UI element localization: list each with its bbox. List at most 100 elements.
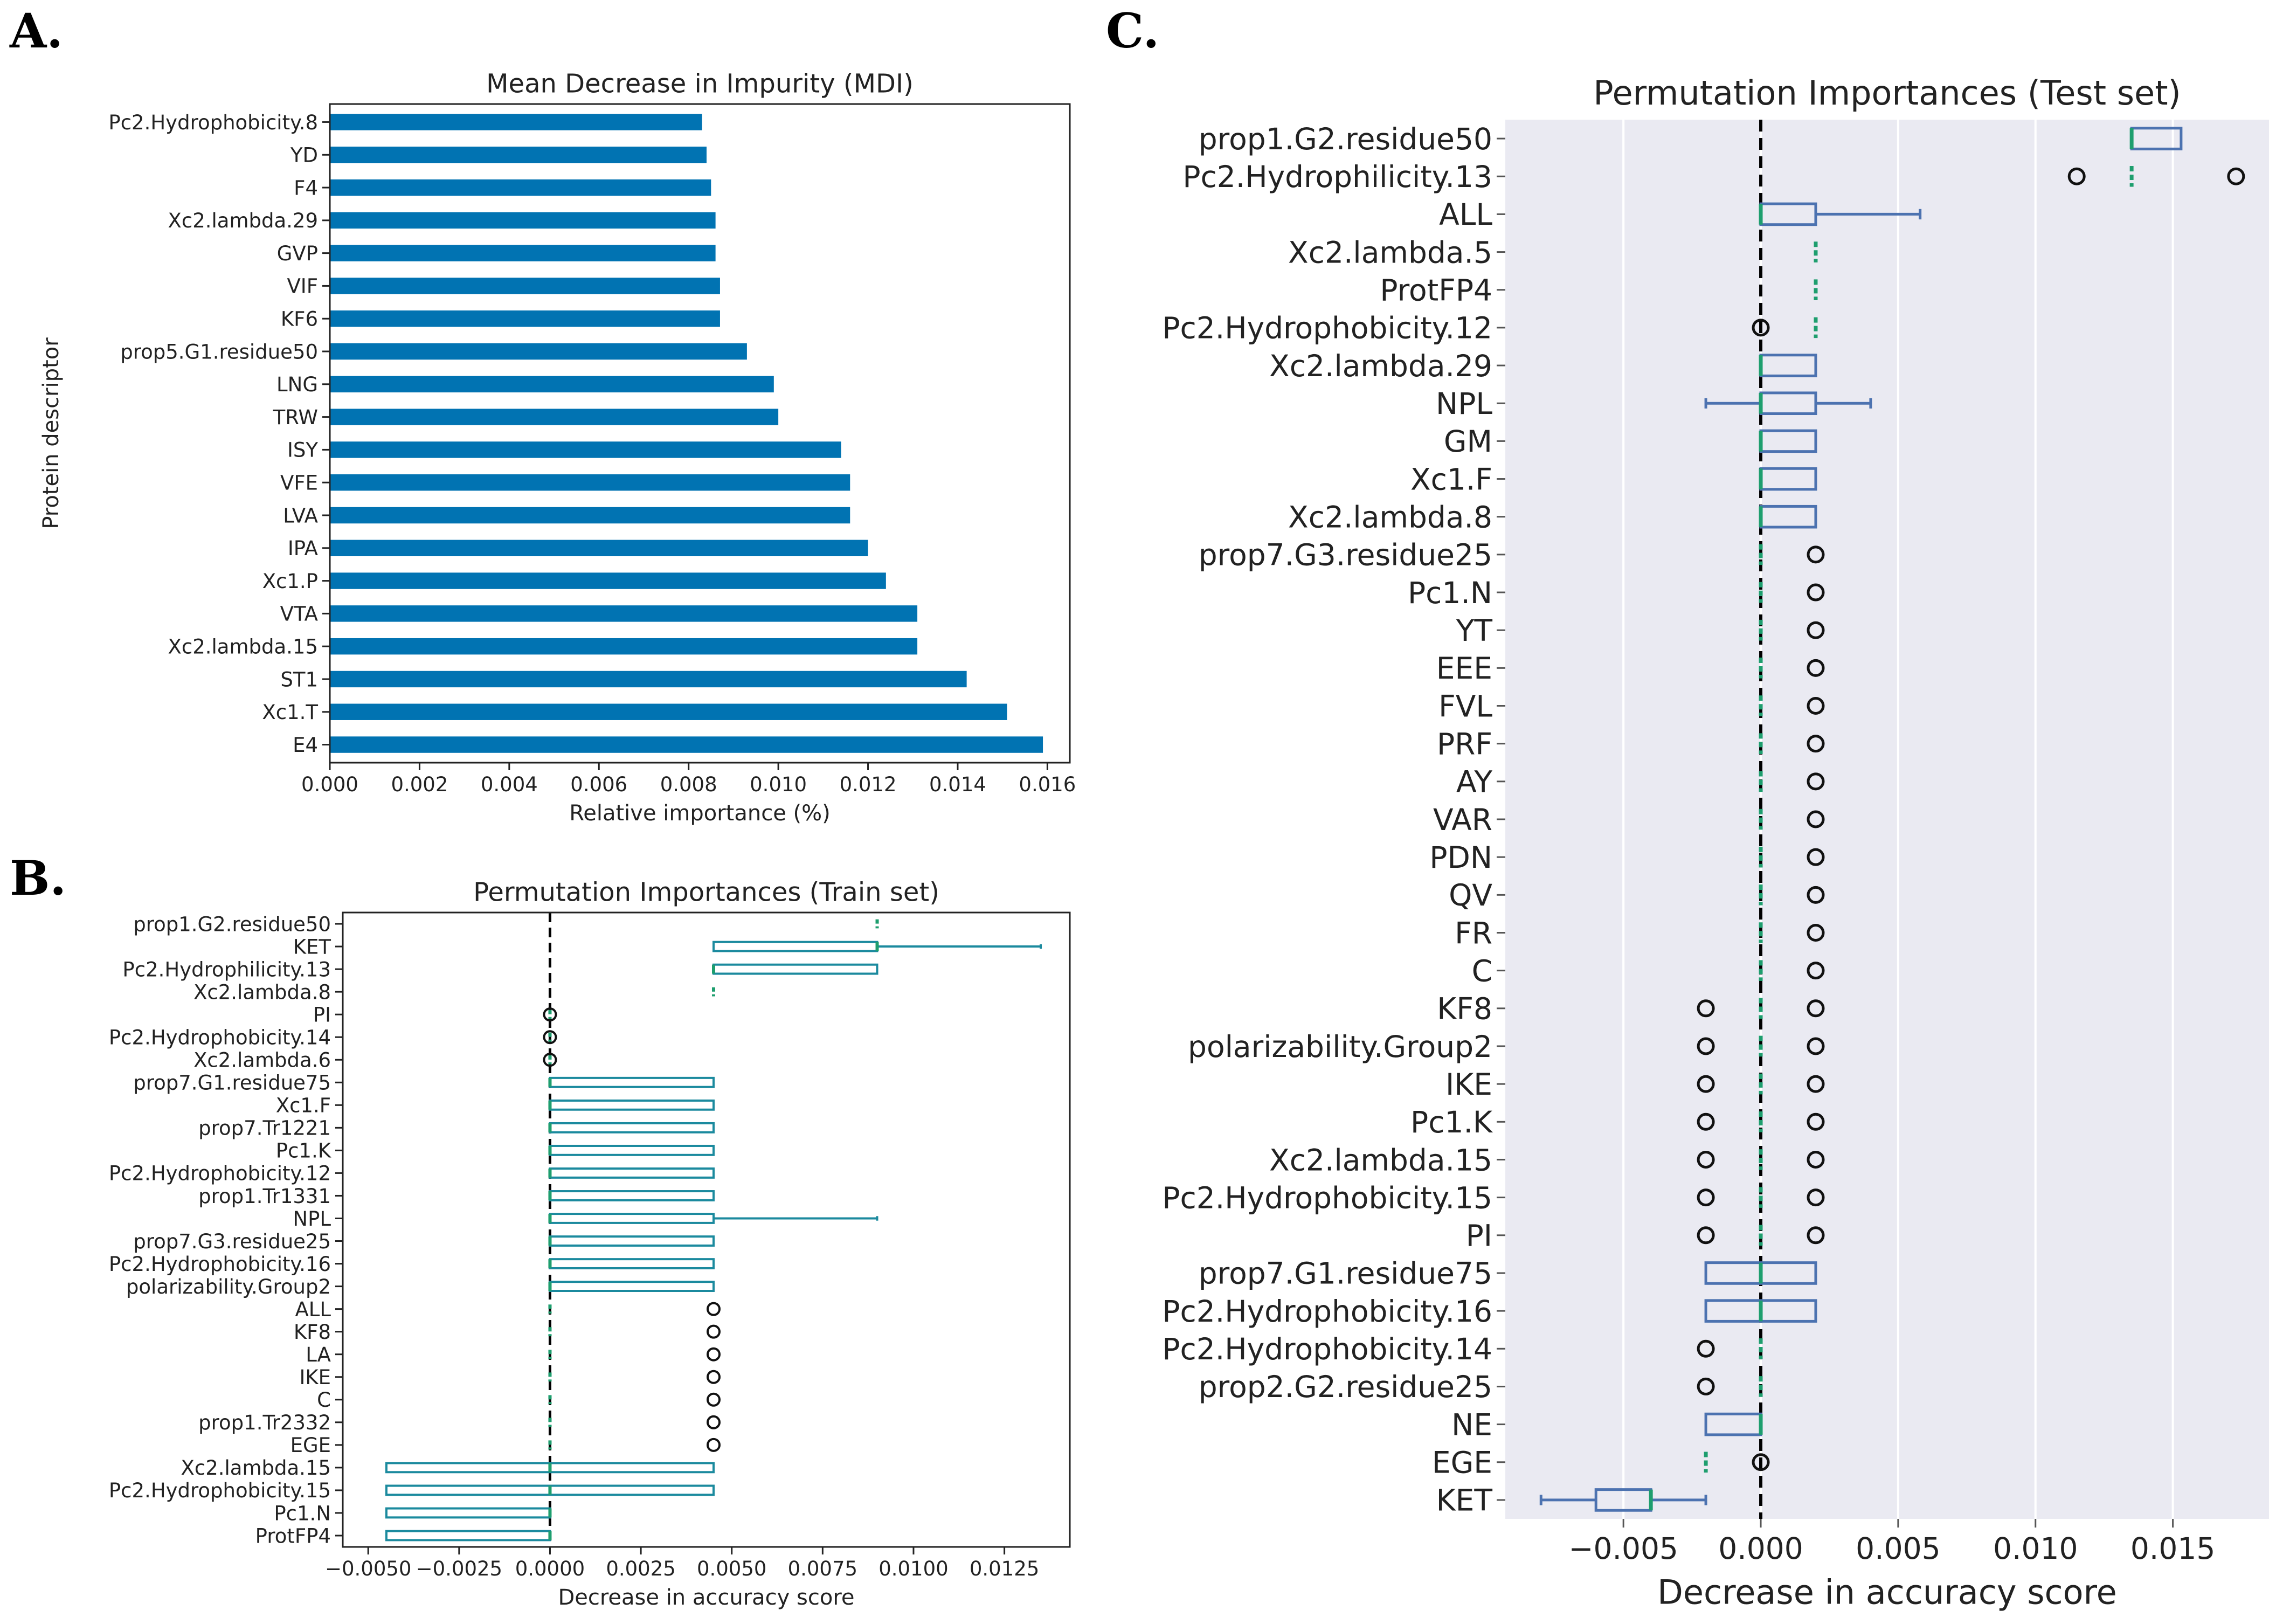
y-tick-label-lva: LVA bbox=[283, 504, 318, 527]
y-tick-label-ne: NE bbox=[1451, 1407, 1492, 1442]
y-tick-label-f4: F4 bbox=[294, 176, 318, 199]
y-tick-label-xc2-lambda-29: Xc2.lambda.29 bbox=[1269, 349, 1492, 383]
y-tick-label-ket: KET bbox=[293, 935, 331, 958]
y-tick-label-pc2-hydrophobicity-8: Pc2.Hydrophobicity.8 bbox=[108, 111, 318, 134]
x-tick-label: 0.014 bbox=[929, 773, 986, 796]
y-tick-label-protfp4: ProtFP4 bbox=[1380, 273, 1492, 308]
y-tick-label-xc2-lambda-5: Xc2.lambda.5 bbox=[1288, 235, 1492, 269]
y-tick-label-prop1-g2-residue50: prop1.G2.residue50 bbox=[133, 913, 331, 936]
outlier-pc2-hydrophobicity-15 bbox=[1697, 1188, 1715, 1207]
y-tick-label-ike: IKE bbox=[299, 1366, 331, 1389]
y-tick-label-c: C bbox=[1472, 953, 1492, 988]
y-tick-label-yt: YT bbox=[1456, 613, 1493, 648]
y-tick-label-ike: IKE bbox=[1445, 1067, 1492, 1102]
y-tick-label-pc2-hydrophilicity-13: Pc2.Hydrophilicity.13 bbox=[1182, 160, 1492, 194]
outlier-qv bbox=[1807, 886, 1825, 904]
outlier-xc2-lambda-15 bbox=[1807, 1150, 1825, 1169]
outlier-all bbox=[706, 1302, 721, 1316]
y-tick-label-prop5-g1-residue50: prop5.G1.residue50 bbox=[120, 340, 318, 363]
outlier-var bbox=[1807, 810, 1825, 828]
y-tick-label-prop7-g3-residue25: prop7.G3.residue25 bbox=[133, 1230, 331, 1253]
outlier-yt bbox=[1807, 621, 1825, 639]
y-tick-label-xc1-f: Xc1.F bbox=[276, 1094, 331, 1117]
x-tick-label: 0.015 bbox=[2130, 1531, 2215, 1566]
bar-xc2-lambda-29 bbox=[330, 212, 716, 229]
y-tick-label-gm: GM bbox=[1444, 424, 1492, 459]
plot-frame bbox=[329, 103, 1071, 764]
plot-area bbox=[342, 911, 1071, 1548]
x-tick-label: 0.008 bbox=[660, 773, 717, 796]
y-tick-label-vfe: VFE bbox=[280, 472, 318, 495]
y-tick-label-prop1-tr1331: prop1.Tr1331 bbox=[198, 1185, 331, 1208]
y-tick-label-qv: QV bbox=[1449, 878, 1492, 913]
x-tick-label: 0.012 bbox=[840, 773, 897, 796]
bar-gvp bbox=[330, 245, 716, 261]
bar-xc1-t bbox=[330, 703, 1007, 720]
x-axis-label: Decrease in accuracy score bbox=[558, 1585, 854, 1610]
y-tick-label-prop7-g1-residue75: prop7.G1.residue75 bbox=[133, 1072, 331, 1095]
y-tick-label-ket: KET bbox=[1436, 1483, 1493, 1518]
y-tick-label-isy: ISY bbox=[287, 439, 318, 462]
y-tick-label-pc1-k: Pc1.K bbox=[1410, 1105, 1493, 1139]
outlier-pc2-hydrophobicity-12 bbox=[1752, 319, 1770, 337]
y-tick-label-xc2-lambda-29: Xc2.lambda.29 bbox=[168, 209, 318, 232]
x-tick-label: 0.0000 bbox=[515, 1557, 585, 1580]
y-tick-label-c: C bbox=[317, 1388, 331, 1412]
y-tick-label-trw: TRW bbox=[273, 406, 318, 429]
bar-e4 bbox=[330, 736, 1043, 753]
y-tick-label-pc1-n: Pc1.N bbox=[1408, 576, 1492, 610]
y-tick-label-prop1-tr2332: prop1.Tr2332 bbox=[198, 1411, 331, 1434]
outlier-eee bbox=[1807, 659, 1825, 677]
bar-prop5-g1-residue50 bbox=[330, 343, 747, 360]
bar-vfe bbox=[330, 474, 850, 491]
y-tick-label-fvl: FVL bbox=[1438, 689, 1492, 723]
y-tick-label-prop1-g2-residue50: prop1.G2.residue50 bbox=[1199, 122, 1492, 156]
bar-f4 bbox=[330, 179, 711, 196]
y-tick-label-xc1-f: Xc1.F bbox=[1410, 462, 1492, 496]
outlier-prop7-g3-residue25 bbox=[1807, 545, 1825, 564]
outlier-pi bbox=[1697, 1226, 1715, 1245]
x-tick-label: 0.010 bbox=[1993, 1531, 2078, 1566]
y-tick-label-xc2-lambda-15: Xc2.lambda.15 bbox=[168, 635, 318, 658]
x-tick-label: 0.005 bbox=[1856, 1531, 1940, 1566]
outlier-pi bbox=[543, 1007, 557, 1022]
y-tick-label-prf: PRF bbox=[1437, 727, 1492, 761]
x-tick-label: 0.016 bbox=[1019, 773, 1076, 796]
x-tick-label: 0.004 bbox=[481, 773, 538, 796]
y-tick-label-prop7-g3-residue25: prop7.G3.residue25 bbox=[1199, 538, 1492, 572]
y-tick-label-e4: E4 bbox=[293, 734, 318, 757]
y-tick-label-npl: NPL bbox=[293, 1207, 331, 1231]
outlier-c bbox=[706, 1392, 721, 1407]
x-tick-label: −0.005 bbox=[1568, 1531, 1678, 1566]
outlier-prop2-g2-residue25 bbox=[1697, 1377, 1715, 1395]
y-tick-label-ege: EGE bbox=[290, 1434, 331, 1457]
y-tick-label-protfp4: ProtFP4 bbox=[255, 1524, 331, 1547]
outlier-pc2-hydrophobicity-14 bbox=[543, 1030, 557, 1045]
bar-vta bbox=[330, 605, 918, 622]
bar-isy bbox=[330, 441, 841, 458]
outlier-kf8 bbox=[1807, 999, 1825, 1018]
y-tick-label-xc2-lambda-8: Xc2.lambda.8 bbox=[193, 980, 331, 1004]
bar-lng bbox=[330, 376, 774, 393]
y-tick-label-pc2-hydrophobicity-14: Pc2.Hydrophobicity.14 bbox=[109, 1026, 331, 1049]
panel-label-a: A. bbox=[9, 3, 63, 59]
y-tick-label-vta: VTA bbox=[280, 603, 318, 626]
outlier-kf8 bbox=[706, 1324, 721, 1339]
y-tick-label-lng: LNG bbox=[276, 373, 318, 396]
bar-kf6 bbox=[330, 310, 720, 327]
bar-lva bbox=[330, 507, 850, 524]
bar-pc2-hydrophobicity-8 bbox=[330, 114, 702, 130]
x-tick-label: 0.0100 bbox=[878, 1557, 948, 1580]
outlier-pi bbox=[1807, 1226, 1825, 1245]
outlier-pdn bbox=[1807, 848, 1825, 866]
outlier-pc1-k bbox=[1807, 1112, 1825, 1131]
y-tick-label-pi: PI bbox=[1466, 1219, 1492, 1253]
chart-title: Permutation Importances (Train set) bbox=[473, 877, 939, 907]
chart-title: Mean Decrease in Impurity (MDI) bbox=[486, 68, 914, 99]
y-tick-label-all: ALL bbox=[295, 1298, 331, 1321]
outlier-la bbox=[706, 1347, 721, 1362]
bar-yd bbox=[330, 147, 707, 163]
y-tick-label-vif: VIF bbox=[287, 275, 318, 298]
y-tick-label-xc2-lambda-8: Xc2.lambda.8 bbox=[1288, 500, 1492, 535]
